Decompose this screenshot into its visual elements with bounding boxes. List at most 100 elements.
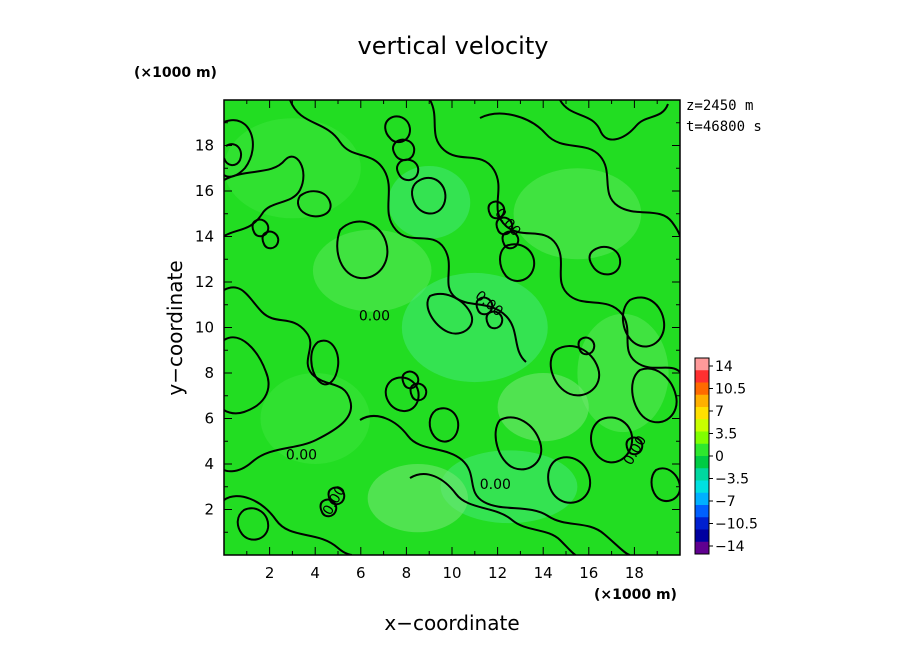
- zero-contours: [224, 100, 680, 555]
- colorbar-swatch: [695, 407, 709, 420]
- field-patch: [224, 118, 361, 219]
- contour-line: [384, 376, 420, 412]
- contour-line: [336, 220, 389, 280]
- colorbar-swatch: [695, 541, 709, 555]
- contour-line: [224, 336, 270, 415]
- y-tick-label: 18: [195, 137, 214, 155]
- contour-line: [475, 296, 494, 316]
- colorbar-label: 14: [715, 359, 733, 375]
- contour-line: [409, 473, 577, 555]
- colorbar-swatch: [695, 370, 709, 383]
- x-tick-label: 2: [265, 564, 275, 582]
- y-tick-label: 2: [204, 501, 214, 519]
- y-axis-unit: (×1000 m): [134, 65, 217, 81]
- contour-line: [625, 436, 644, 456]
- colorbar-swatch: [695, 419, 709, 432]
- contour-label: 0.00: [286, 447, 317, 463]
- colorbar-label: −10.5: [715, 517, 758, 533]
- x-tick-label: 8: [402, 564, 412, 582]
- colorbar-label: −14: [715, 539, 745, 555]
- x-tick-label: 14: [534, 564, 553, 582]
- contour-line: [631, 367, 678, 424]
- velocity-field: [224, 100, 680, 555]
- x-axis-title: x−coordinate: [384, 611, 519, 635]
- field-patch: [312, 229, 432, 312]
- contour-line: [577, 336, 596, 356]
- contour-line: [588, 245, 622, 276]
- contour-line: [409, 382, 428, 402]
- contour-line: [384, 115, 412, 144]
- chart-title: vertical velocity: [358, 32, 549, 60]
- field-patch: [260, 373, 370, 464]
- contour-line: [224, 286, 353, 473]
- colorbar-swatch: [695, 480, 709, 494]
- colorbar-swatch: [695, 358, 709, 371]
- colorbar-swatch: [695, 517, 709, 530]
- contour-line: [494, 416, 543, 471]
- x-tick-label: 4: [310, 564, 320, 582]
- field-patch: [388, 165, 471, 239]
- colorbar-swatch: [695, 505, 709, 518]
- contour-line: [310, 339, 340, 386]
- contour-line: [236, 507, 270, 541]
- colorbar-label: 0: [715, 449, 724, 465]
- contour-line: [479, 112, 680, 237]
- contour-line: [411, 177, 447, 215]
- contour-line: [487, 200, 506, 220]
- contour-line: [224, 143, 242, 166]
- x-tick-label: 18: [625, 564, 644, 582]
- field-patch: [513, 168, 642, 260]
- colorbar-swatch: [695, 431, 709, 445]
- colorbar-label: 7: [715, 404, 724, 420]
- colorbar-swatch: [695, 394, 709, 408]
- colorbar-swatch: [695, 468, 709, 481]
- contour-line: [289, 100, 527, 363]
- field-patch: [401, 272, 548, 383]
- y-axis-title: y−coordinate: [163, 260, 187, 395]
- y-tick-label: 8: [204, 364, 214, 382]
- info-z-level: z=2450 m: [686, 98, 753, 114]
- colorbar-label: 3.5: [715, 427, 737, 443]
- colorbar-swatch: [695, 382, 709, 396]
- contour-line: [261, 230, 280, 250]
- contour-line: [499, 243, 536, 282]
- contour-line: [359, 415, 631, 555]
- info-time: t=46800 s: [686, 119, 762, 135]
- contour-line: [429, 100, 680, 373]
- contour-line: [224, 495, 353, 555]
- contour-line: [590, 416, 634, 464]
- contour-line: [549, 345, 601, 397]
- y-tick-label: 4: [204, 455, 214, 473]
- colorbar-label: −3.5: [715, 472, 749, 488]
- y-tick-label: 14: [195, 228, 214, 246]
- contour-label: 0.00: [359, 309, 390, 325]
- contour-line: [501, 230, 520, 250]
- contour-line: [251, 218, 270, 238]
- x-tick-label: 10: [442, 564, 461, 582]
- contour-line: [297, 190, 332, 218]
- x-tick-label: 6: [356, 564, 366, 582]
- contour-line: [319, 498, 338, 518]
- x-axis-unit: (×1000 m): [594, 587, 677, 603]
- colorbar-swatch: [695, 443, 709, 457]
- contour-line: [428, 407, 460, 443]
- contour-line: [621, 296, 666, 348]
- contour-line: [650, 467, 680, 503]
- contour-line: [426, 293, 473, 335]
- y-tick-label: 10: [195, 319, 214, 337]
- field-patch: [497, 373, 589, 442]
- colorbar-label: −7: [715, 494, 736, 510]
- contour-line: [224, 119, 254, 178]
- colorbar-swatch: [695, 492, 709, 506]
- contour-label: 0.00: [480, 477, 511, 493]
- colorbar-label: 10.5: [715, 382, 746, 398]
- contour-line: [396, 158, 420, 182]
- contour-line: [547, 456, 592, 504]
- y-tick-label: 12: [195, 273, 214, 291]
- contour-line: [559, 100, 669, 141]
- contour-line: [485, 310, 504, 330]
- colorbar-swatch: [695, 529, 709, 543]
- colorbar: 14 10.5 7 3.5 0 −3.5 −7 −10.5 −14: [694, 357, 758, 555]
- axes: 2 4 6 8 10 12 14 16 18 2 4 6 8 10 12 14 16 18: [195, 99, 681, 582]
